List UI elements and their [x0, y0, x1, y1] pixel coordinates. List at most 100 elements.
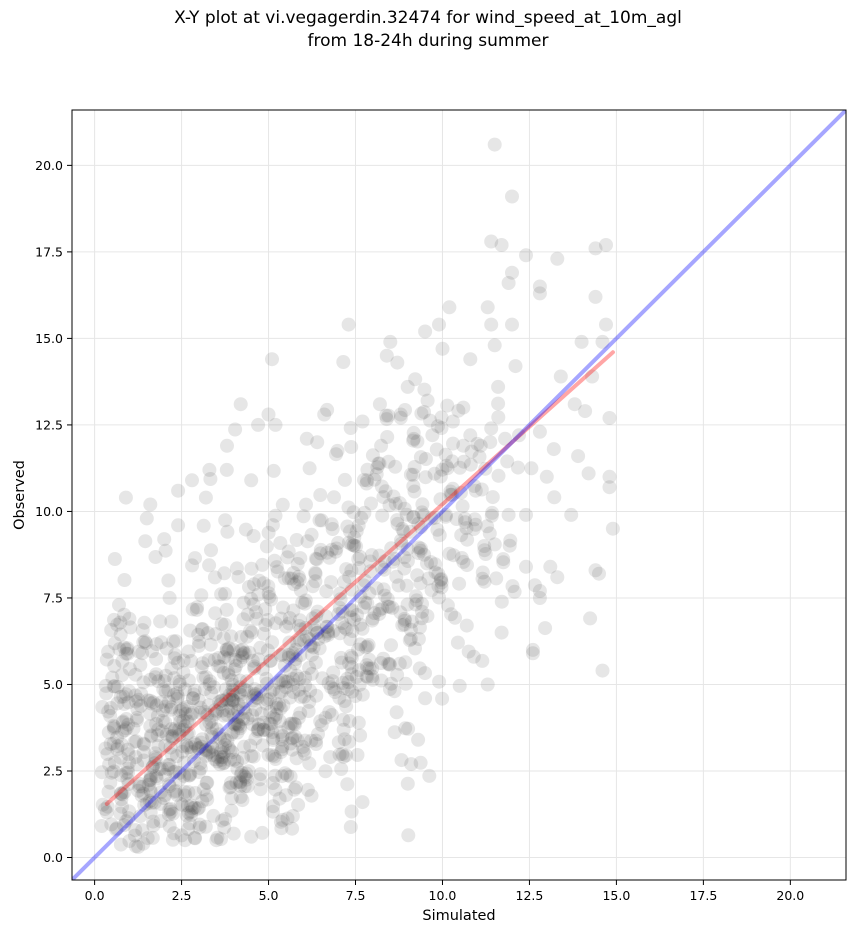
data-point	[339, 699, 354, 714]
data-point	[172, 708, 187, 723]
data-point	[532, 279, 547, 294]
data-point	[431, 579, 446, 593]
data-point	[374, 479, 389, 494]
data-point	[244, 625, 259, 640]
data-point	[357, 505, 372, 520]
data-point	[487, 338, 502, 353]
data-point	[275, 647, 290, 662]
data-point	[332, 600, 347, 615]
data-point	[395, 521, 410, 536]
data-point	[226, 708, 241, 723]
data-point	[166, 634, 181, 649]
data-point	[442, 300, 457, 315]
data-point	[267, 749, 282, 764]
data-point	[258, 602, 273, 617]
data-point	[415, 497, 430, 512]
data-point	[308, 574, 323, 589]
data-point	[107, 612, 121, 627]
data-point	[101, 725, 116, 740]
data-point	[128, 688, 143, 703]
data-point	[220, 644, 235, 659]
data-point	[398, 721, 413, 736]
data-point	[362, 652, 377, 667]
data-point	[156, 682, 171, 697]
data-point	[172, 772, 187, 787]
data-point	[224, 803, 239, 818]
data-point	[244, 473, 259, 488]
data-point	[292, 613, 307, 628]
data-point	[380, 599, 395, 614]
data-point	[145, 830, 160, 845]
data-point	[406, 467, 421, 482]
data-point	[180, 714, 195, 729]
data-point	[188, 551, 202, 566]
data-point	[263, 692, 277, 707]
data-point	[193, 761, 208, 776]
data-point	[278, 674, 293, 689]
data-point	[487, 137, 502, 152]
data-point	[176, 701, 191, 716]
data-point	[232, 719, 247, 734]
data-point	[215, 703, 230, 718]
data-point	[413, 543, 428, 558]
data-point	[184, 808, 199, 823]
data-point	[227, 752, 242, 767]
data-point	[116, 689, 131, 704]
data-point	[290, 575, 305, 590]
data-point	[94, 819, 109, 833]
data-point	[128, 839, 143, 854]
data-point	[370, 460, 385, 475]
data-point	[407, 460, 422, 474]
data-point	[260, 692, 274, 707]
data-point	[359, 476, 374, 491]
data-point	[475, 571, 490, 586]
data-point	[320, 624, 335, 639]
data-point	[172, 765, 187, 780]
data-point	[121, 747, 136, 762]
data-point	[454, 528, 469, 543]
data-point	[192, 705, 207, 720]
data-point	[276, 673, 291, 688]
data-point	[119, 712, 134, 726]
data-point	[244, 591, 259, 606]
data-point	[224, 629, 239, 644]
data-point	[168, 634, 183, 649]
data-point	[161, 683, 176, 698]
data-point	[485, 490, 500, 505]
data-point	[292, 632, 307, 647]
data-point	[251, 652, 266, 667]
data-point	[432, 590, 446, 605]
data-point	[106, 679, 121, 694]
data-point	[380, 430, 395, 444]
data-point	[574, 334, 589, 349]
data-point	[388, 496, 403, 511]
data-point	[345, 624, 360, 638]
data-point	[434, 410, 449, 425]
data-point	[524, 461, 539, 476]
data-point	[467, 512, 482, 527]
data-point	[262, 716, 277, 731]
data-point	[205, 730, 220, 745]
data-point	[401, 828, 416, 843]
data-point	[457, 511, 472, 526]
data-point	[293, 648, 308, 663]
data-point	[312, 641, 327, 656]
data-point	[592, 566, 606, 581]
data-point	[110, 730, 125, 745]
data-point	[349, 670, 364, 684]
data-point	[411, 732, 426, 747]
data-point	[289, 668, 304, 683]
y-tick-label: 15.0	[35, 331, 63, 346]
data-point	[161, 694, 176, 709]
data-point	[498, 431, 513, 446]
data-point	[188, 831, 203, 846]
data-point	[188, 737, 203, 752]
data-point	[207, 652, 222, 667]
x-tick-label: 7.5	[346, 888, 366, 903]
data-point	[432, 317, 446, 332]
data-point	[413, 520, 428, 535]
data-point	[313, 546, 328, 561]
data-point	[238, 522, 253, 537]
data-point	[285, 730, 300, 745]
data-point	[120, 761, 135, 776]
